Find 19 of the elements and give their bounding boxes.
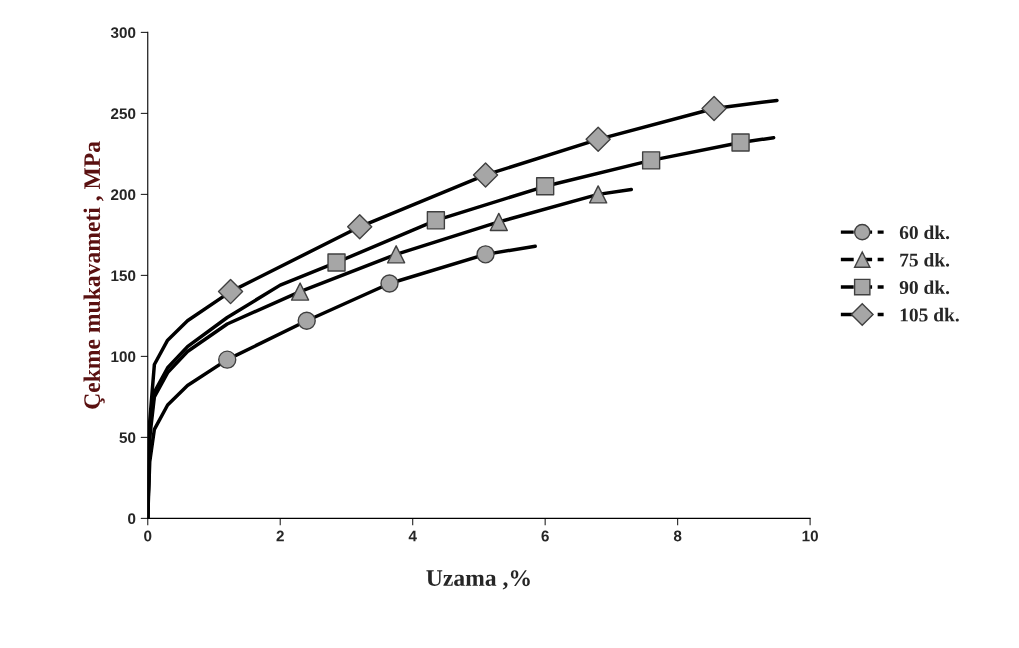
- legend-label: 75 dk.: [900, 252, 950, 267]
- x-axis-title: Uzama ,%: [426, 570, 530, 590]
- x-tick-label: 0: [144, 530, 152, 542]
- x-tick-label: 6: [541, 530, 549, 542]
- x-tick-label: 8: [673, 530, 682, 542]
- legend-label: 60 dk.: [899, 225, 950, 240]
- y-tick-label: 150: [111, 270, 136, 282]
- y-tick-label: 300: [110, 27, 136, 39]
- legend-label: 90 dk.: [899, 280, 950, 295]
- x-tick-label: 2: [276, 530, 284, 542]
- y-tick-label: 200: [110, 189, 136, 201]
- y-tick-label: 50: [119, 432, 136, 444]
- x-tick-label: 4: [408, 530, 417, 542]
- y-tick-label: 100: [111, 351, 136, 363]
- legend-label: 105 dk.: [900, 307, 959, 322]
- x-tick-label: 10: [802, 530, 818, 542]
- y-axis-title: Çekme mukavameti , MPa: [83, 141, 105, 409]
- y-tick-label: 0: [128, 513, 136, 525]
- y-tick-label: 250: [110, 108, 136, 120]
